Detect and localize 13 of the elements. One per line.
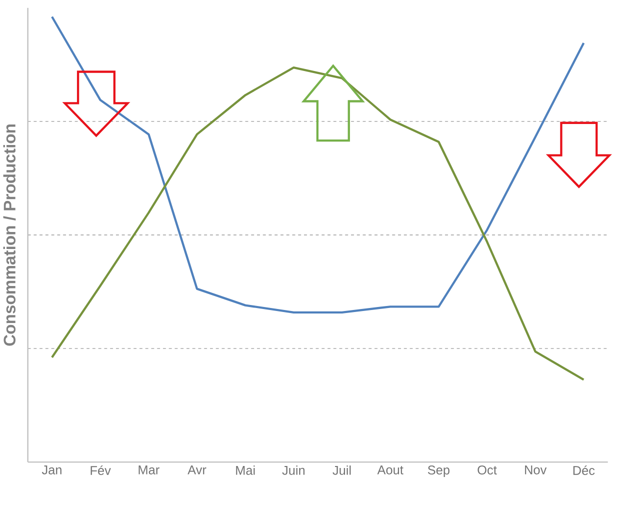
x-tick-label: Mai	[236, 465, 255, 475]
x-tick-label: Fév	[90, 465, 111, 475]
x-tick-label: Sep	[428, 465, 450, 477]
x-tick-label: Avr	[188, 465, 206, 474]
x-tick-label: Juil	[332, 465, 351, 475]
x-tick-label: Oct	[478, 465, 497, 474]
x-tick-label: Déc	[573, 465, 595, 475]
x-tick-label: Jan	[42, 465, 62, 474]
x-tick-label: Juin	[282, 465, 305, 475]
x-tick-label: Nov	[525, 465, 547, 474]
x-tick-label: Aout	[377, 465, 404, 474]
y-axis-title: Consommation / Production	[3, 124, 16, 346]
x-tick-label: Mar	[138, 465, 160, 474]
